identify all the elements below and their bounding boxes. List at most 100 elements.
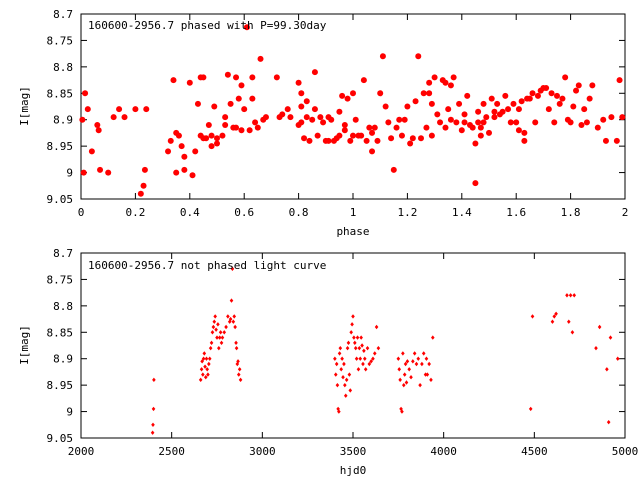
data-point <box>350 322 354 327</box>
data-point <box>401 116 408 123</box>
data-point <box>233 124 240 131</box>
data-point <box>249 74 256 81</box>
phased-plot-panel: 0 0.2 0.4 0.6 0.8 1 1.2 1.4 1.6 1.8 2 8.7 8.75 8.8 8.8… <box>18 8 628 238</box>
unphased-plot-xtick-label: 2000 <box>68 445 95 458</box>
data-point <box>573 87 580 94</box>
data-point <box>486 129 492 136</box>
data-point <box>530 314 535 319</box>
phased-plot-ylabel: I[mag] <box>18 86 31 126</box>
data-point <box>556 100 563 107</box>
data-point <box>360 343 364 348</box>
data-point <box>420 90 427 97</box>
data-point <box>141 166 148 173</box>
data-point <box>407 367 412 372</box>
data-point <box>207 361 211 367</box>
data-point <box>205 367 210 372</box>
data-point <box>303 114 310 121</box>
data-point <box>396 356 401 361</box>
data-point <box>405 359 410 364</box>
data-point <box>456 100 463 107</box>
data-point <box>204 356 209 361</box>
data-point <box>427 361 431 367</box>
data-point <box>385 119 392 126</box>
data-point <box>234 345 239 351</box>
data-point <box>353 340 357 346</box>
data-point <box>437 119 444 126</box>
data-point <box>372 351 377 356</box>
data-point <box>404 103 411 110</box>
data-point <box>594 345 598 351</box>
data-point <box>616 77 623 84</box>
data-point <box>328 116 335 123</box>
data-point <box>175 132 182 139</box>
data-point <box>424 356 429 361</box>
data-point <box>234 340 238 346</box>
data-point <box>228 316 233 322</box>
data-point <box>150 430 155 435</box>
unphased-plot-ylabel: I[mag] <box>18 325 31 365</box>
unphased-plot-ytick-label: 8.85 <box>47 326 74 339</box>
data-point <box>143 106 150 113</box>
data-point <box>298 103 305 110</box>
data-point <box>528 406 533 412</box>
data-point <box>398 132 405 139</box>
data-point <box>488 95 495 102</box>
data-point <box>554 92 560 99</box>
data-point <box>412 98 419 105</box>
data-point <box>428 132 435 139</box>
data-point <box>152 377 156 383</box>
data-point <box>217 335 222 340</box>
unphased-plot-xtick-label: 3500 <box>340 445 367 458</box>
unphased-plot-xtick-label: 4000 <box>430 445 457 458</box>
data-point <box>521 137 528 144</box>
data-point <box>597 324 602 330</box>
data-point <box>343 382 347 388</box>
data-point <box>340 356 344 361</box>
data-point <box>233 324 237 330</box>
data-point <box>499 108 506 115</box>
phased-plot-title: 160600-2956.7 phased with P=99.30day <box>88 19 327 32</box>
data-point <box>199 367 204 372</box>
data-point <box>371 124 378 131</box>
data-point <box>333 372 338 377</box>
data-point <box>362 356 367 361</box>
data-point <box>341 127 348 134</box>
data-point <box>401 351 405 356</box>
data-point <box>205 122 212 128</box>
phased-plot-xtick-label: 1.4 <box>452 206 472 219</box>
data-point <box>515 127 522 134</box>
data-point <box>189 172 196 179</box>
data-point <box>366 124 373 131</box>
data-point <box>400 409 404 414</box>
data-point <box>212 319 217 324</box>
data-point <box>301 135 308 142</box>
data-point <box>279 111 286 118</box>
data-point <box>526 95 533 102</box>
data-point <box>518 98 525 105</box>
data-point <box>167 137 174 144</box>
data-point <box>464 92 471 99</box>
phased-plot-ytick-label: 8.75 <box>47 34 74 47</box>
data-point <box>521 129 528 136</box>
data-point <box>201 356 206 361</box>
data-point <box>238 82 245 89</box>
data-point <box>349 330 353 335</box>
data-point <box>369 359 373 364</box>
data-point <box>559 95 566 102</box>
phased-plot-frame <box>80 13 626 200</box>
data-point <box>606 419 611 425</box>
data-point <box>472 180 479 187</box>
data-point <box>377 90 384 97</box>
data-point <box>426 79 433 86</box>
data-point <box>581 106 588 113</box>
data-point <box>554 311 558 316</box>
data-point <box>203 375 208 380</box>
data-point <box>311 106 318 113</box>
data-point <box>374 324 379 330</box>
data-point <box>257 55 264 62</box>
data-point <box>445 106 452 113</box>
data-point <box>350 132 356 139</box>
data-point <box>578 122 585 128</box>
data-point <box>374 137 381 144</box>
data-point <box>423 372 428 377</box>
